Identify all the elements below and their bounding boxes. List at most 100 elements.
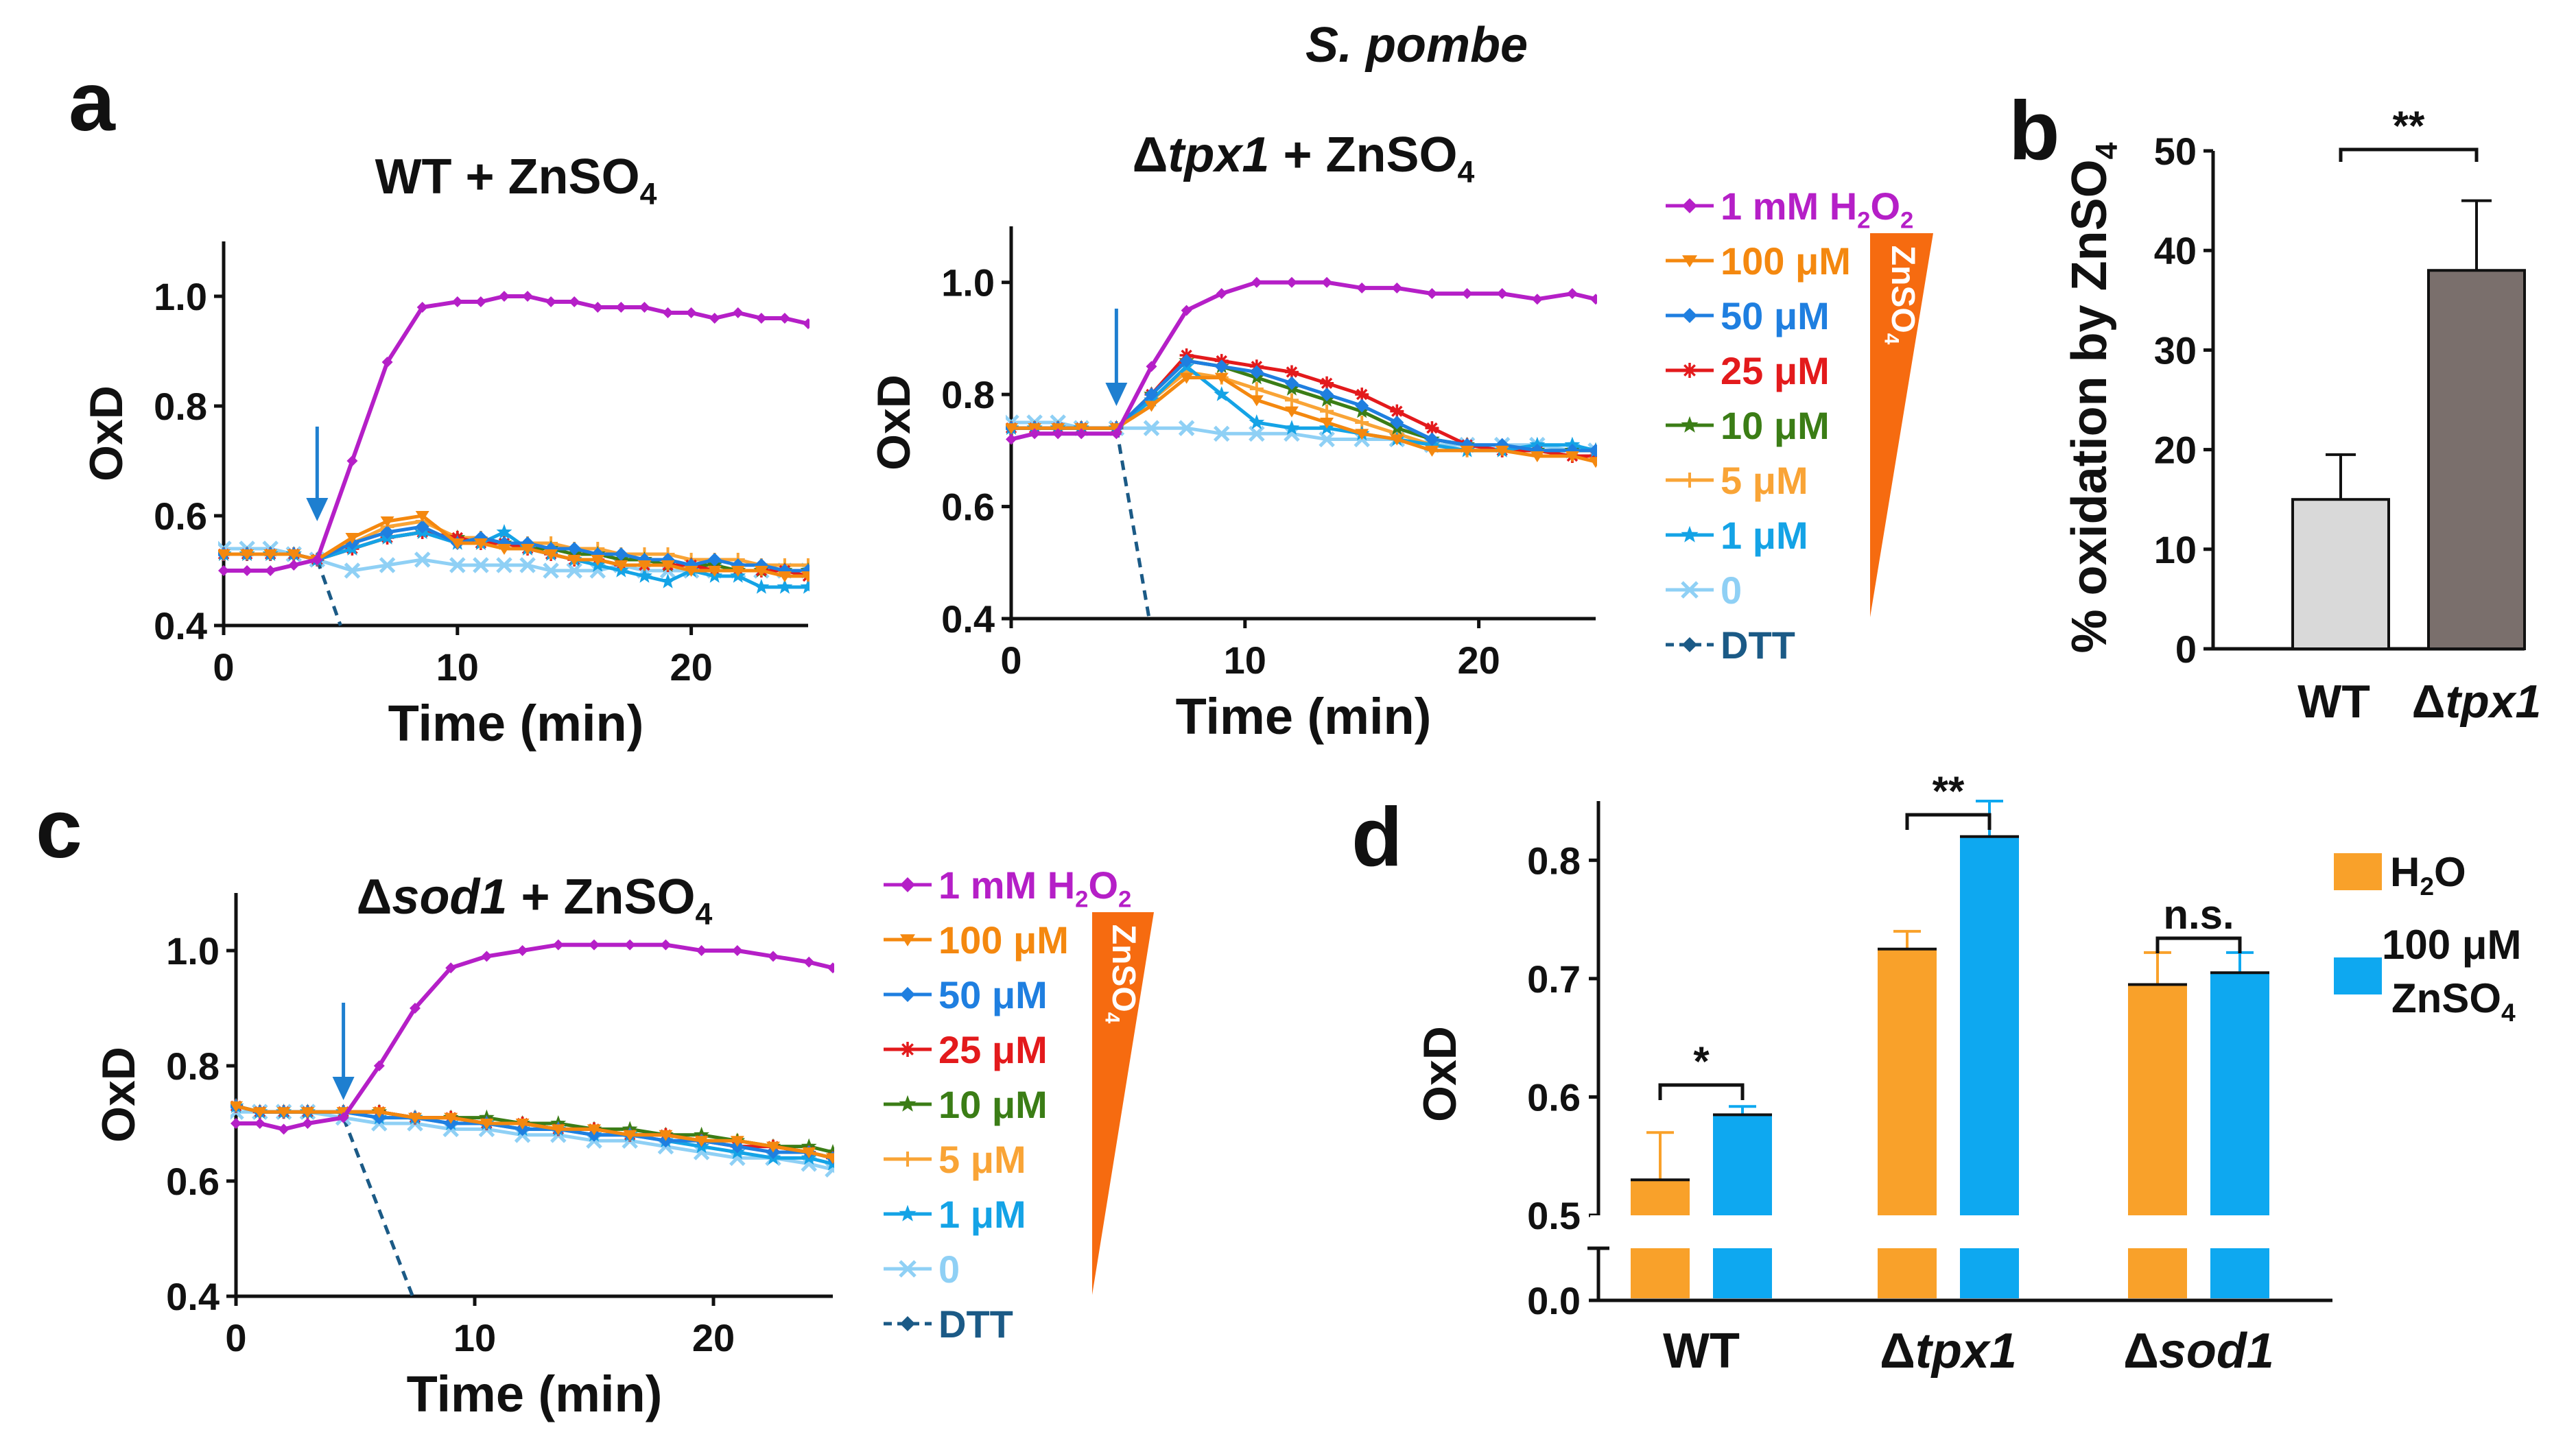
triangle-marker — [684, 566, 698, 577]
star-marker — [637, 568, 652, 583]
y-tick-label: 1.0 — [941, 261, 995, 305]
triangle-marker — [276, 1107, 291, 1119]
series-line-dtt — [342, 1117, 414, 1297]
x-tick-label: Δtpx1 — [1880, 1324, 2017, 1379]
diamond-marker — [803, 956, 815, 968]
diamond-marker — [1425, 432, 1439, 446]
triangle-marker — [521, 544, 535, 555]
y-tick-label: 10 — [2154, 528, 2197, 571]
triangle-marker — [1214, 372, 1229, 384]
triangle-marker — [1249, 395, 1264, 407]
y-tick-label: 20 — [2154, 429, 2197, 472]
diamond-marker — [592, 302, 604, 313]
legend-label-zinc-line1: 100 μM — [2382, 922, 2521, 968]
y-tick-label: 0.5 — [1527, 1194, 1581, 1237]
triangle-marker — [694, 1136, 709, 1147]
significance-label: ** — [1933, 768, 1965, 814]
triangle-marker — [544, 549, 558, 560]
diamond-marker — [1321, 276, 1333, 288]
diamond-marker — [498, 291, 510, 302]
x-marker — [1178, 420, 1195, 436]
triangle-marker — [450, 538, 464, 549]
diamond-marker — [1029, 428, 1041, 440]
x-tick-label: 10 — [453, 1316, 496, 1359]
asterisk-marker — [1390, 404, 1404, 418]
star-marker — [899, 1095, 917, 1112]
y-tick-label: 0.8 — [166, 1045, 220, 1088]
diamond-marker — [1356, 282, 1368, 294]
series-line-dtt — [1114, 427, 1151, 619]
arrow-head-icon — [306, 498, 329, 521]
diamond-marker — [1076, 428, 1087, 440]
bar-upper-segment — [1878, 949, 1937, 1215]
x-tick-label: 10 — [436, 645, 479, 689]
y-tick-label: 1.0 — [154, 275, 207, 318]
x-axis-label: Time (min) — [388, 695, 644, 752]
star-marker — [899, 1204, 917, 1221]
chart-percent-oxidation: 0 10 20 30 40 50 % oxidation by ZnSO4 WT Δtpx1 ** — [2062, 103, 2541, 728]
triangle-marker — [1390, 434, 1404, 446]
significance-bracket — [1658, 1083, 1745, 1100]
plot-area — [1006, 276, 1597, 619]
star-marker — [1681, 416, 1699, 433]
diamond-marker — [1251, 276, 1262, 288]
legend-label-dtt: DTT — [938, 1302, 1013, 1346]
x-tick-label: 20 — [1457, 639, 1500, 682]
asterisk-marker — [1682, 363, 1697, 378]
diamond-marker — [1531, 294, 1543, 305]
diamond-marker — [1146, 361, 1157, 372]
legend-swatch-zinc — [2334, 957, 2382, 994]
y-tick-label: 0 — [2175, 628, 2197, 671]
y-tick-label: 0.4 — [154, 604, 207, 647]
diamond-marker — [900, 987, 915, 1002]
legend-label-c5: 5 μM — [1721, 459, 1808, 502]
y-tick-label: 40 — [2154, 229, 2197, 272]
bar-lower-segment — [1878, 1248, 1937, 1298]
figure-title: S. pombe — [1305, 18, 1528, 73]
x-tick-label: WT — [2297, 676, 2370, 728]
panel-label-c: c — [36, 782, 82, 875]
chart-title: WT + ZnSO4 — [375, 150, 657, 211]
legend-label-c0: 0 — [1721, 569, 1742, 612]
asterisk-marker — [900, 1042, 915, 1057]
x-marker — [1319, 431, 1335, 448]
triangle-marker — [659, 1130, 673, 1141]
x-tick-label: Δsod1 — [2123, 1324, 2274, 1379]
triangle-marker — [263, 549, 278, 560]
diamond-marker — [1682, 637, 1697, 652]
x-tick-label: 0 — [1000, 639, 1021, 682]
x-tick-label: Δtpx1 — [2412, 676, 2542, 728]
x-marker — [543, 562, 559, 579]
star-marker — [496, 524, 512, 539]
star-marker — [1681, 525, 1699, 543]
diamond-marker — [373, 1060, 385, 1071]
diamond-marker — [302, 1118, 314, 1129]
diamond-marker — [900, 877, 915, 892]
diamond-marker — [346, 455, 358, 466]
triangle-marker — [252, 1107, 267, 1119]
x-marker — [1213, 425, 1230, 442]
diamond-marker — [1284, 376, 1299, 390]
diamond-marker — [481, 951, 493, 962]
legend-label-c100: 100 μM — [938, 918, 1069, 962]
triangle-marker — [754, 566, 768, 577]
diamond-marker — [517, 945, 528, 956]
diamond-marker — [768, 951, 779, 962]
triangle-marker — [802, 1147, 816, 1158]
significance-label: n.s. — [2163, 892, 2234, 938]
series-line-h2o2 — [236, 942, 834, 1132]
significance-bracket — [2155, 936, 2242, 953]
y-axis-label: % oxidation by ZnSO4 — [2062, 142, 2124, 653]
diamond-marker — [451, 296, 463, 307]
x-marker — [1249, 425, 1265, 442]
bar-upper-segment — [2128, 984, 2187, 1215]
diamond-marker — [218, 565, 229, 576]
diamond-marker — [445, 962, 457, 974]
diamond-marker — [1355, 398, 1369, 413]
wedge-label: ZnSO4 — [1880, 246, 1921, 345]
series-line-h2o2 — [224, 294, 809, 573]
y-tick-label: 0.6 — [941, 486, 995, 529]
star-marker — [1284, 420, 1300, 435]
plus-marker — [900, 1152, 915, 1167]
